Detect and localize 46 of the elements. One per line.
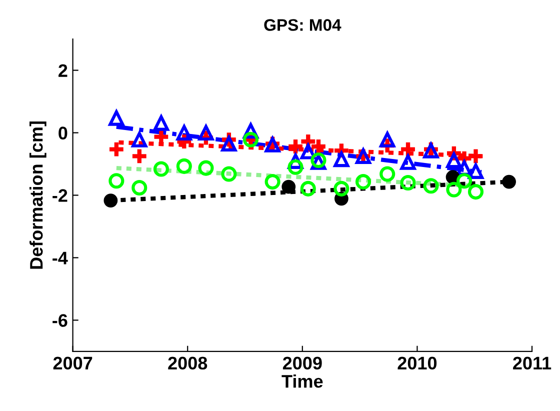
point bbox=[198, 124, 214, 141]
point bbox=[456, 173, 472, 189]
point bbox=[221, 136, 237, 152]
point bbox=[153, 161, 169, 177]
point bbox=[130, 147, 148, 166]
point bbox=[132, 180, 148, 196]
point bbox=[446, 152, 462, 168]
point bbox=[380, 132, 396, 148]
point bbox=[153, 115, 169, 131]
point bbox=[288, 159, 304, 175]
point bbox=[334, 180, 350, 196]
point bbox=[355, 174, 372, 190]
point bbox=[400, 154, 416, 170]
x-tick-label: 2007 bbox=[53, 356, 92, 370]
y-tick-label: -4 bbox=[52, 252, 68, 264]
y-tick-label: 0 bbox=[58, 126, 68, 140]
x-tick-label: 2008 bbox=[168, 356, 208, 370]
point bbox=[334, 152, 350, 168]
point bbox=[132, 132, 148, 148]
point bbox=[468, 163, 484, 179]
point bbox=[400, 174, 416, 191]
point bbox=[104, 194, 118, 208]
chart-title: GPS: M04 bbox=[264, 19, 342, 31]
x-tick-label: 2011 bbox=[513, 356, 552, 370]
x-axis-title: Time bbox=[282, 374, 323, 388]
point bbox=[107, 140, 126, 158]
point bbox=[264, 174, 280, 190]
y-axis-title: Deformation [cm] bbox=[30, 122, 46, 269]
point bbox=[108, 110, 124, 126]
x-tick-label: 2010 bbox=[398, 356, 437, 370]
point bbox=[380, 166, 396, 182]
point bbox=[176, 124, 192, 141]
y-tick-label: -2 bbox=[52, 189, 68, 202]
point bbox=[221, 166, 237, 182]
point bbox=[282, 180, 296, 194]
y-tick-label: 2 bbox=[58, 64, 68, 77]
point bbox=[300, 180, 316, 196]
point bbox=[423, 178, 439, 194]
x-tick-label: 2009 bbox=[282, 356, 322, 370]
point bbox=[176, 158, 192, 174]
y-tick-label: -6 bbox=[52, 314, 68, 327]
point bbox=[446, 182, 462, 198]
point bbox=[502, 174, 516, 189]
point bbox=[198, 160, 214, 176]
point bbox=[108, 173, 124, 189]
point bbox=[468, 184, 484, 200]
